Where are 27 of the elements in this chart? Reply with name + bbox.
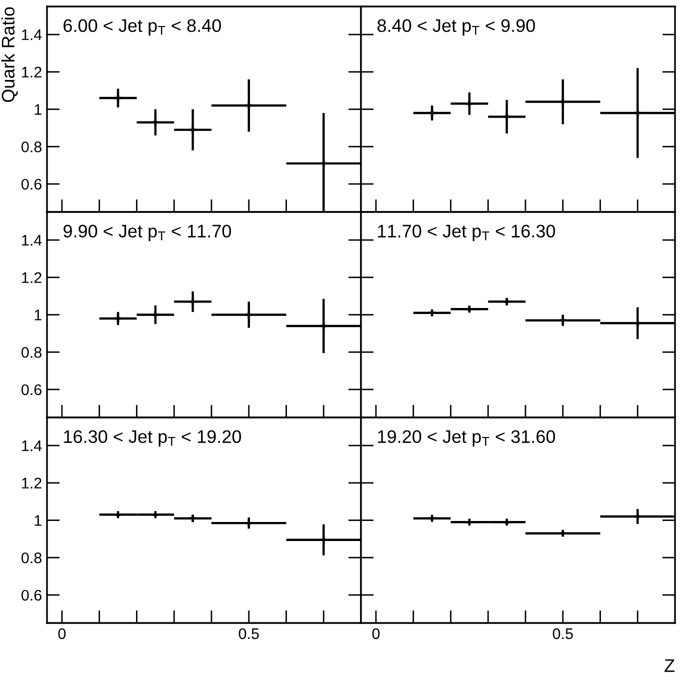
y-tick-label: 1.4 xyxy=(22,235,42,246)
y-tick-label: 1 xyxy=(34,104,42,115)
y-tick-label: 0.8 xyxy=(22,346,42,358)
y-tick-label: 0.6 xyxy=(22,590,42,601)
y-tick-label: 1.2 xyxy=(22,478,42,488)
text: 9.90 < Jet p$_{T}$ < 11.70 xyxy=(64,224,231,242)
text: 6.00 < Jet p$_{T}$ < 8.40 xyxy=(64,19,221,36)
x-tick-label: 0.5 xyxy=(238,628,259,640)
y-tick-label: 0.6 xyxy=(22,178,42,190)
y-tick-label: 1 xyxy=(34,515,42,526)
y-tick-label: 1 xyxy=(34,310,42,320)
text: 19.20 < Jet p$_{T}$ < 31.60 xyxy=(378,430,556,447)
x-axis-title: Z xyxy=(664,659,674,672)
text: 8.40 < Jet p$_{T}$ < 9.90 xyxy=(377,19,535,36)
y-tick-label: 1.2 xyxy=(22,66,42,78)
y-tick-label: 0.8 xyxy=(22,552,42,564)
y-tick-label: 0.8 xyxy=(22,141,42,152)
y-tick-label: 1.4 xyxy=(22,440,42,452)
text: 11.70 < Jet p$_{T}$ < 16.30 xyxy=(378,224,556,242)
x-tick-label: 0 xyxy=(372,628,380,640)
text: 16.30 < Jet p$_{T}$ < 19.20 xyxy=(64,430,242,447)
x-tick-label: 0 xyxy=(58,628,66,640)
y-tick-label: 1.2 xyxy=(22,272,42,283)
y-tick-label: 0.6 xyxy=(22,384,42,396)
x-tick-label: 0.5 xyxy=(552,628,573,640)
y-axis-title: Quark Ratio xyxy=(1,7,18,102)
y-tick-label: 1.4 xyxy=(22,30,42,40)
